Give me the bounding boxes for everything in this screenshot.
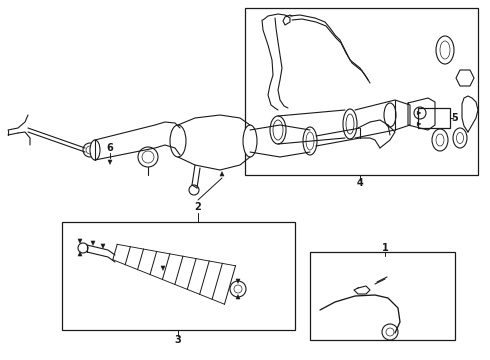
Bar bbox=[62, 222, 295, 330]
Ellipse shape bbox=[90, 140, 100, 160]
Polygon shape bbox=[101, 244, 105, 248]
Ellipse shape bbox=[306, 132, 314, 150]
Ellipse shape bbox=[384, 103, 396, 127]
Text: 4: 4 bbox=[357, 178, 364, 188]
Polygon shape bbox=[417, 122, 421, 126]
Ellipse shape bbox=[440, 41, 450, 59]
Circle shape bbox=[414, 107, 426, 119]
Circle shape bbox=[142, 151, 154, 163]
Circle shape bbox=[189, 185, 199, 195]
Ellipse shape bbox=[436, 36, 454, 64]
Text: 3: 3 bbox=[174, 335, 181, 345]
Ellipse shape bbox=[243, 125, 257, 157]
Ellipse shape bbox=[457, 132, 464, 144]
Circle shape bbox=[83, 143, 97, 157]
Ellipse shape bbox=[270, 116, 286, 144]
Circle shape bbox=[234, 285, 242, 293]
Polygon shape bbox=[236, 279, 240, 284]
Polygon shape bbox=[108, 160, 112, 165]
Circle shape bbox=[78, 243, 88, 253]
Text: 1: 1 bbox=[382, 243, 389, 253]
Ellipse shape bbox=[432, 129, 448, 151]
Text: 5: 5 bbox=[452, 113, 458, 123]
Bar bbox=[418, 108, 450, 128]
Circle shape bbox=[386, 328, 394, 336]
Polygon shape bbox=[236, 294, 240, 299]
Ellipse shape bbox=[303, 127, 317, 155]
Bar bbox=[310, 252, 455, 340]
Text: 6: 6 bbox=[107, 143, 113, 153]
Ellipse shape bbox=[346, 114, 354, 134]
Circle shape bbox=[138, 147, 158, 167]
Polygon shape bbox=[78, 239, 82, 243]
Circle shape bbox=[86, 146, 94, 154]
Circle shape bbox=[382, 324, 398, 340]
Ellipse shape bbox=[170, 125, 186, 157]
Ellipse shape bbox=[436, 134, 444, 146]
Bar bbox=[245, 8, 478, 175]
Polygon shape bbox=[78, 252, 82, 256]
Polygon shape bbox=[456, 70, 474, 86]
Ellipse shape bbox=[343, 109, 357, 139]
Ellipse shape bbox=[453, 128, 467, 148]
Polygon shape bbox=[161, 266, 165, 270]
Polygon shape bbox=[220, 171, 224, 176]
Circle shape bbox=[230, 281, 246, 297]
Polygon shape bbox=[417, 111, 421, 115]
Text: 2: 2 bbox=[195, 202, 201, 212]
Polygon shape bbox=[91, 241, 95, 246]
Ellipse shape bbox=[273, 120, 283, 140]
